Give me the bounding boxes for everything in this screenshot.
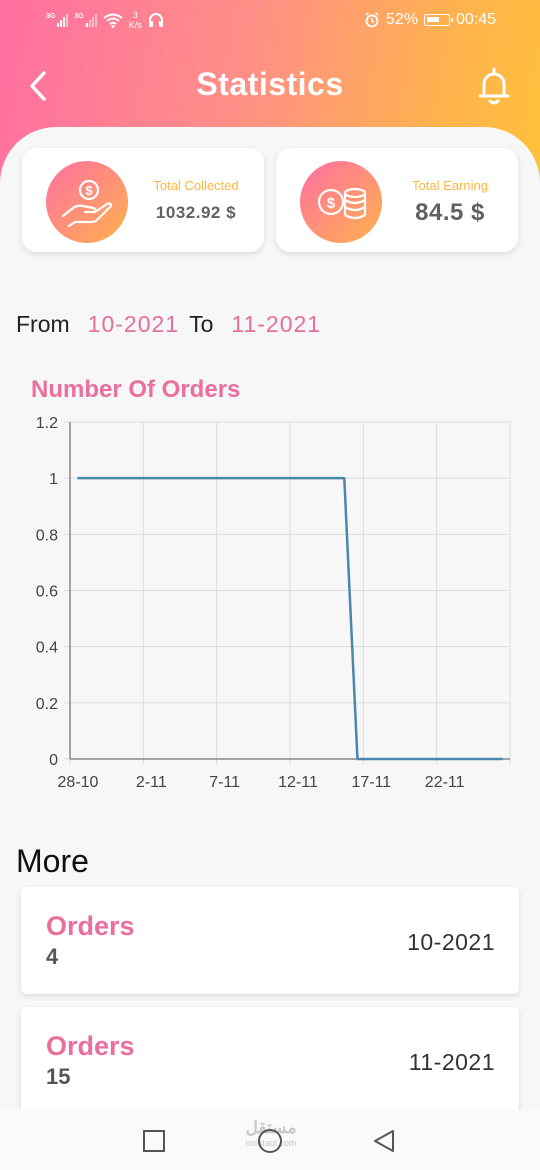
x-tick-label: 22-11	[425, 774, 465, 791]
order-count: 15	[46, 1064, 71, 1089]
speed-value: 3	[132, 10, 138, 20]
battery-icon	[423, 14, 453, 26]
order-period: 11-2021	[408, 1049, 495, 1075]
y-tick-label: 0	[49, 752, 58, 769]
back-button[interactable]	[18, 64, 58, 108]
x-tick-label: 12-11	[278, 774, 318, 791]
headphones-icon	[148, 13, 163, 27]
y-tick-label: 1	[49, 471, 58, 488]
home-button[interactable]	[250, 1123, 290, 1159]
svg-text:$: $	[85, 183, 93, 198]
watermark-arabic: مستقل	[245, 1118, 297, 1137]
chevron-left-icon	[30, 71, 46, 101]
bell-icon	[478, 67, 510, 105]
series-line	[77, 476, 503, 761]
y-tick-label: 0.2	[36, 696, 58, 713]
page-title: Statistics	[196, 66, 344, 102]
to-date-picker[interactable]: 11-2021	[231, 311, 322, 337]
total-earning-value: 84.5 $	[415, 199, 485, 226]
y-tick-label: 0.4	[36, 640, 58, 657]
battery-percent: 52%	[385, 11, 418, 28]
status-right: 52% 00:45	[364, 11, 496, 29]
from-label: From	[16, 311, 70, 337]
watermark-domain: mostaql.com	[245, 1138, 297, 1148]
signal-icon-2: 3G	[74, 13, 97, 27]
speed-unit: K/s	[128, 20, 142, 30]
order-count: 4	[46, 944, 59, 969]
order-period: 10-2021	[407, 929, 495, 955]
coins-icon: $	[300, 161, 382, 243]
circle-icon	[258, 1129, 282, 1153]
order-label: Orders	[46, 911, 135, 941]
orders-line-chart: 0 0.2 0.4 0.6 0.8 1 1.2 28-10 2-11 7-11 12-11 17-11…	[36, 415, 511, 791]
date-range: From 10-2021 To 11-2021	[16, 311, 331, 338]
chart-title: Number Of Orders	[31, 376, 241, 403]
total-collected-label: Total Collected	[153, 178, 239, 193]
recents-button[interactable]	[134, 1123, 174, 1159]
status-bar: 3G 3G 3 K/s 52% 00:45	[0, 0, 540, 44]
network-type-1: 3G	[46, 13, 56, 20]
square-icon	[143, 1130, 165, 1152]
total-earning-text: Total Earning 84.5 $	[394, 178, 506, 227]
order-summary-card[interactable]: Orders 15 11-2021	[21, 1007, 519, 1114]
money-hand-icon: $	[46, 161, 128, 243]
x-tick-label: 17-11	[351, 774, 391, 791]
svg-text:$: $	[327, 195, 336, 212]
app-bar: Statistics	[0, 60, 540, 110]
system-nav-bar: مستقل mostaql.com	[0, 1110, 540, 1170]
more-section-title: More	[16, 843, 89, 879]
x-tick-label: 2-11	[136, 774, 167, 791]
status-left: 3G 3G 3 K/s	[46, 10, 164, 30]
network-type-2: 3G	[74, 13, 84, 20]
signal-icon-1: 3G	[46, 13, 69, 27]
total-earning-card: $ Total Earning 84.5 $	[276, 148, 518, 252]
x-tick-label: 7-11	[209, 774, 240, 791]
triangle-back-icon	[374, 1130, 394, 1152]
total-earning-label: Total Earning	[412, 178, 488, 193]
total-collected-text: Total Collected 1032.92 $	[140, 178, 252, 223]
x-tick-label: 28-10	[58, 774, 99, 791]
alarm-icon	[365, 12, 379, 28]
order-label: Orders	[46, 1031, 135, 1061]
y-tick-label: 0.6	[36, 584, 58, 601]
total-collected-value: 1032.92 $	[155, 203, 237, 222]
wifi-icon	[103, 13, 123, 28]
total-collected-card: $ Total Collected 1032.92 $	[22, 148, 264, 252]
clock: 00:45	[455, 11, 496, 28]
y-tick-label: 0.8	[36, 527, 58, 544]
order-summary-card[interactable]: Orders 4 10-2021	[21, 887, 519, 994]
to-label: To	[189, 311, 214, 337]
back-nav-button[interactable]	[364, 1123, 404, 1159]
y-tick-label: 1.2	[36, 415, 58, 432]
watermark: مستقل mostaql.com	[236, 1118, 306, 1148]
content-panel	[0, 127, 540, 1170]
from-date-picker[interactable]: 10-2021	[87, 311, 180, 337]
notifications-button[interactable]	[472, 64, 516, 108]
network-speed: 3 K/s	[129, 10, 142, 30]
